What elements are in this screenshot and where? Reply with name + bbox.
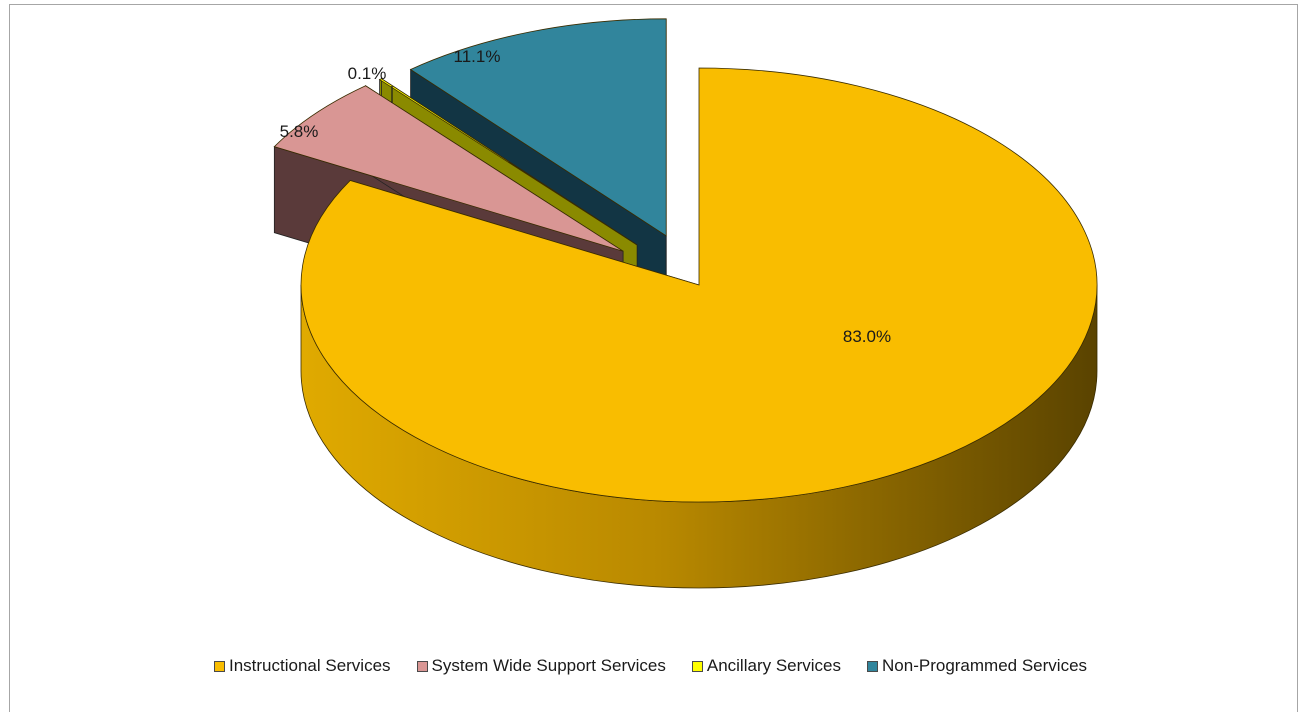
pie-slice-instructional-services <box>300 67 1098 589</box>
data-label-3: 0.1% <box>348 64 387 83</box>
legend-item: Instructional Services <box>213 656 391 676</box>
slice-top-face <box>409 18 667 237</box>
slices-layer <box>273 18 1098 589</box>
legend-label: Instructional Services <box>228 656 391 675</box>
slice-top-face <box>300 67 1098 503</box>
labels-layer: 83.0% 5.8% 0.1% 11.1% <box>280 47 891 346</box>
legend-label: System Wide Support Services <box>431 656 666 675</box>
data-label-1: 83.0% <box>843 327 891 346</box>
legend-swatch <box>213 660 225 672</box>
legend: Instructional Services System Wide Suppor… <box>0 656 1301 676</box>
legend-item: System Wide Support Services <box>416 656 666 676</box>
legend-swatch <box>867 660 879 672</box>
slice-top-face <box>273 85 624 252</box>
data-label-4: 11.1% <box>454 47 501 66</box>
legend-swatch <box>691 660 703 672</box>
legend-label: Non-Programmed Services <box>882 656 1088 675</box>
legend-swatch <box>416 660 428 672</box>
legend-label: Ancillary Services <box>706 656 842 675</box>
legend-item: Non-Programmed Services <box>867 656 1087 676</box>
slice-top-face <box>378 78 638 246</box>
legend-item: Ancillary Services <box>691 656 842 676</box>
data-label-2: 5.8% <box>280 122 319 141</box>
